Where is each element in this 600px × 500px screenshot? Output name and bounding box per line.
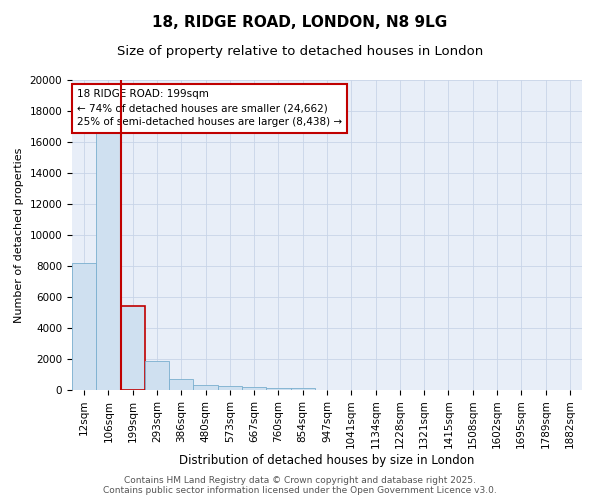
Bar [121, 306, 145, 390]
Bar [169, 379, 193, 390]
Bar [290, 388, 315, 390]
Y-axis label: Number of detached properties: Number of detached properties [14, 148, 24, 322]
Bar [145, 362, 169, 390]
Bar [242, 387, 266, 390]
Bar [266, 388, 290, 390]
Text: 18, RIDGE ROAD, LONDON, N8 9LG: 18, RIDGE ROAD, LONDON, N8 9LG [152, 15, 448, 30]
Bar [193, 385, 218, 390]
Text: Size of property relative to detached houses in London: Size of property relative to detached ho… [117, 45, 483, 58]
Bar [72, 263, 96, 390]
X-axis label: Distribution of detached houses by size in London: Distribution of detached houses by size … [179, 454, 475, 467]
Bar [218, 386, 242, 390]
Text: 18 RIDGE ROAD: 199sqm
← 74% of detached houses are smaller (24,662)
25% of semi-: 18 RIDGE ROAD: 199sqm ← 74% of detached … [77, 90, 342, 128]
Text: Contains HM Land Registry data © Crown copyright and database right 2025.
Contai: Contains HM Land Registry data © Crown c… [103, 476, 497, 495]
Bar [96, 131, 121, 390]
